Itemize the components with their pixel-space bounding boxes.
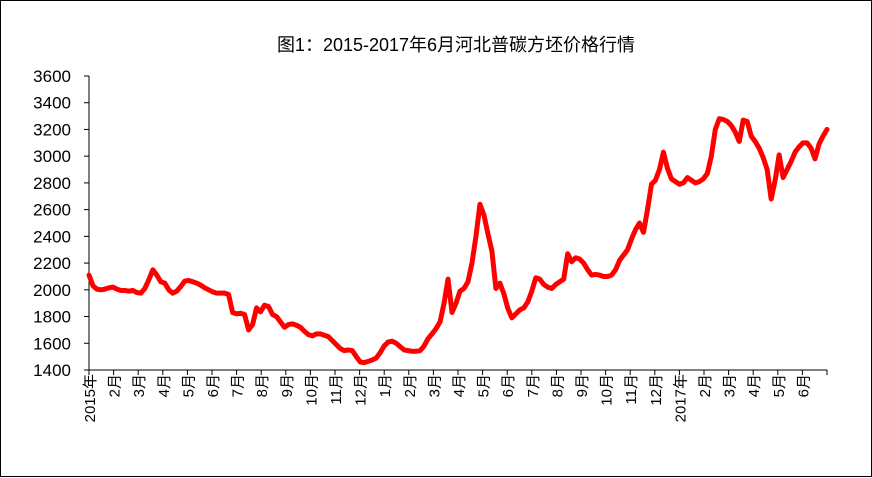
series-line [86, 116, 830, 366]
x-tick-label: 2月 [107, 374, 124, 397]
x-tick-label: 7月 [525, 374, 542, 397]
x-tick-label: 9月 [279, 374, 296, 397]
x-tick-label: 6月 [500, 374, 517, 397]
y-tick-label: 1600 [33, 334, 71, 353]
y-tick-label: 3400 [33, 94, 71, 113]
x-tick-label: 5月 [771, 374, 788, 397]
x-tick-label: 11月 [623, 374, 640, 405]
series-group [86, 116, 830, 366]
x-tick-label: 2月 [697, 374, 714, 397]
x-tick-label: 7月 [230, 374, 247, 397]
x-tick-label: 8月 [549, 374, 566, 397]
x-tick-label: 10月 [303, 374, 320, 406]
x-tick-label: 5月 [476, 374, 493, 397]
x-tick-label: 2017年 [672, 374, 689, 422]
x-tick-label: 12月 [648, 374, 665, 406]
x-tick-label: 2015年 [82, 374, 99, 422]
x-tick-label: 4月 [746, 374, 763, 397]
chart-title: 图1：2015-2017年6月河北普碳方坯价格行情 [277, 35, 635, 55]
x-tick-label: 1月 [377, 374, 394, 397]
y-tick-label: 3200 [33, 120, 71, 139]
x-tick-label: 12月 [353, 374, 370, 406]
x-tick-label: 10月 [599, 374, 616, 406]
y-tick-label: 2000 [33, 281, 71, 300]
x-tick-label: 6月 [795, 374, 812, 397]
y-tick-label: 1400 [33, 361, 71, 380]
x-tick-label: 4月 [451, 374, 468, 397]
y-tick-label: 2600 [33, 201, 71, 220]
x-tick-label: 5月 [180, 374, 197, 397]
x-tick-label: 3月 [131, 374, 148, 397]
x-tick-label: 8月 [254, 374, 271, 397]
y-axis: 3600 3400 3200 3000 2800 2600 2400 2200 2000 1800… [33, 67, 90, 380]
x-tick-label: 11月 [328, 374, 345, 405]
x-tick-label: 3月 [722, 374, 739, 397]
x-tick-label: 6月 [205, 374, 222, 397]
x-tick-label: 4月 [156, 374, 173, 397]
y-tick-label: 3000 [33, 147, 71, 166]
y-tick-label: 2800 [33, 174, 71, 193]
x-tick-label: 3月 [426, 374, 443, 397]
y-tick-label: 3600 [33, 67, 71, 86]
x-tick-label: 2月 [402, 374, 419, 397]
x-tick-label: 9月 [574, 374, 591, 397]
y-tick-label: 1800 [33, 308, 71, 327]
x-axis: 2015年 2月 3月 4月 5月 6月 7月 8月 9月 10月 11月 12月 1月 2月 3月 4月 5月… [82, 369, 828, 422]
y-tick-label: 2200 [33, 254, 71, 273]
y-tick-label: 2400 [33, 227, 71, 246]
